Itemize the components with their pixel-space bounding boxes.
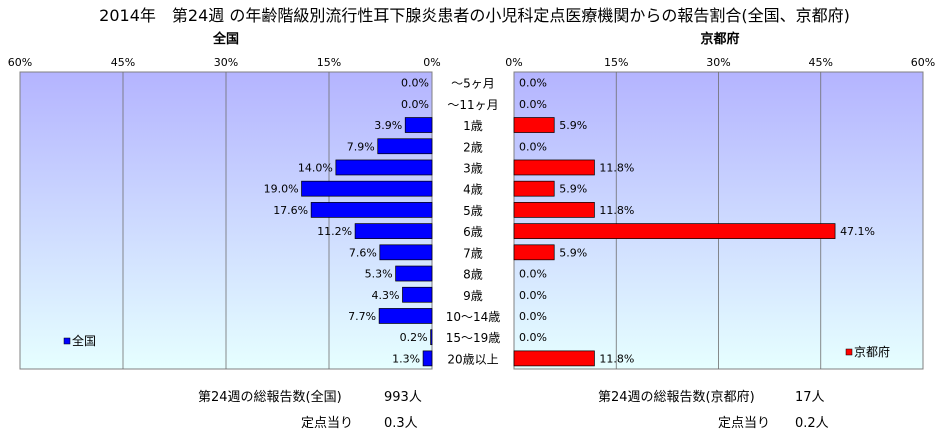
national-bar xyxy=(402,286,433,303)
kyoto-subtitle: 京都府 xyxy=(700,31,739,47)
kyoto-data-label: 5.9% xyxy=(559,246,587,259)
kyoto-legend: 京都府 xyxy=(845,344,890,359)
category-label: 7歳 xyxy=(463,246,483,260)
national-data-label: 7.7% xyxy=(348,310,376,323)
category-label: 10～14歳 xyxy=(446,310,501,324)
category-label: 8歳 xyxy=(463,268,483,282)
kyoto-legend-swatch xyxy=(845,348,853,356)
kyoto-tick-label: 0% xyxy=(505,56,522,69)
kyoto-data-label: 0.0% xyxy=(519,331,547,344)
national-data-label: 1.3% xyxy=(392,352,420,365)
category-label: 6歳 xyxy=(463,225,483,239)
national-data-label: 19.0% xyxy=(264,183,299,196)
kyoto-bar xyxy=(513,223,836,239)
kyoto-per-label: 定点当り xyxy=(718,416,771,431)
national-bar xyxy=(379,244,433,261)
national-total-label: 第24週の総報告数(全国) xyxy=(198,390,342,405)
kyoto-data-label: 0.0% xyxy=(519,268,547,281)
national-legend: 全国 xyxy=(63,333,96,348)
category-label: ～11ヶ月 xyxy=(447,98,498,112)
category-label: 1歳 xyxy=(463,119,483,133)
category-label: 5歳 xyxy=(463,204,483,218)
category-label: 4歳 xyxy=(463,183,483,197)
national-tick-label: 30% xyxy=(214,56,238,69)
kyoto-data-label: 5.9% xyxy=(559,183,587,196)
category-labels: ～5ヶ月 ～11ヶ月 1歳 2歳 3歳 4歳 5歳 6歳 7歳 8歳 9歳 10～14歳 15～19歳 2… xyxy=(446,77,501,367)
national-tick-label: 45% xyxy=(111,56,135,69)
national-bar xyxy=(335,159,433,176)
national-tick-label: 0% xyxy=(423,56,440,69)
national-per-label: 定点当り xyxy=(301,416,354,431)
kyoto-data-label: 11.8% xyxy=(599,204,634,217)
national-bar xyxy=(422,350,433,367)
kyoto-bar xyxy=(513,244,555,261)
national-subtitle: 全国 xyxy=(212,31,239,47)
kyoto-bar xyxy=(513,350,595,367)
kyoto-data-label: 11.8% xyxy=(599,352,634,365)
kyoto-bar xyxy=(513,180,555,197)
national-data-label: 17.6% xyxy=(273,204,308,217)
national-legend-label: 全国 xyxy=(72,333,96,348)
kyoto-data-label: 0.0% xyxy=(519,289,547,302)
kyoto-tick-label: 60% xyxy=(911,56,935,69)
national-data-label: 7.6% xyxy=(349,246,377,259)
kyoto-data-label: 47.1% xyxy=(840,225,875,238)
national-panel: 0% 15% 30% 45% 60% 0.0% 0.0% 3.9% 7.9% 14.0% 19.0%… xyxy=(8,56,441,370)
national-bar xyxy=(378,308,433,324)
national-data-label: 7.9% xyxy=(347,140,375,153)
kyoto-bar xyxy=(513,202,595,218)
kyoto-data-label: 5.9% xyxy=(559,119,587,132)
chart-title: 2014年 第24週 の年齢階級別流行性耳下腺炎患者の小児科定点医療機関からの報… xyxy=(99,6,850,25)
national-total-value: 993人 xyxy=(384,390,422,405)
national-bar xyxy=(377,138,433,155)
kyoto-data-label: 0.0% xyxy=(519,310,547,323)
category-label: 9歳 xyxy=(463,289,483,303)
kyoto-per-value: 0.2人 xyxy=(795,416,829,431)
kyoto-total-label: 第24週の総報告数(京都府) xyxy=(598,390,755,405)
kyoto-tick-label: 15% xyxy=(604,56,628,69)
national-data-label: 5.3% xyxy=(365,268,393,281)
kyoto-legend-label: 京都府 xyxy=(854,344,890,359)
category-label: 3歳 xyxy=(463,161,483,175)
category-label: 20歳以上 xyxy=(447,352,498,366)
category-label: ～5ヶ月 xyxy=(451,77,495,91)
kyoto-data-label: 0.0% xyxy=(519,140,547,153)
national-data-label: 4.3% xyxy=(372,289,400,302)
kyoto-tick-label: 45% xyxy=(809,56,833,69)
kyoto-panel: 0% 15% 30% 45% 60% 0.0% 0.0% 5.9% 0.0% 11.8% 5.9% 1… xyxy=(505,56,935,370)
kyoto-data-label: 0.0% xyxy=(519,98,547,111)
national-bar xyxy=(301,180,433,197)
national-bar xyxy=(354,223,433,239)
kyoto-data-label: 11.8% xyxy=(599,161,634,174)
national-data-label: 0.0% xyxy=(401,77,429,90)
national-bar xyxy=(310,202,433,218)
national-bar xyxy=(395,265,433,282)
kyoto-bar xyxy=(513,159,595,176)
national-per-value: 0.3人 xyxy=(384,416,418,431)
category-label: 2歳 xyxy=(463,140,483,154)
national-data-label: 14.0% xyxy=(298,161,333,174)
national-data-label: 0.0% xyxy=(401,98,429,111)
national-tick-label: 15% xyxy=(317,56,341,69)
national-data-label: 0.2% xyxy=(400,331,428,344)
national-tick-label: 60% xyxy=(8,56,32,69)
category-label: 15～19歳 xyxy=(446,331,501,345)
national-legend-swatch xyxy=(63,337,71,345)
national-data-label: 11.2% xyxy=(317,225,352,238)
kyoto-bar xyxy=(513,117,555,133)
national-bar xyxy=(430,329,433,346)
national-bar xyxy=(404,117,433,133)
kyoto-tick-label: 30% xyxy=(706,56,730,69)
kyoto-total-value: 17人 xyxy=(795,390,825,405)
kyoto-data-label: 0.0% xyxy=(519,77,547,90)
national-data-label: 3.9% xyxy=(374,119,402,132)
